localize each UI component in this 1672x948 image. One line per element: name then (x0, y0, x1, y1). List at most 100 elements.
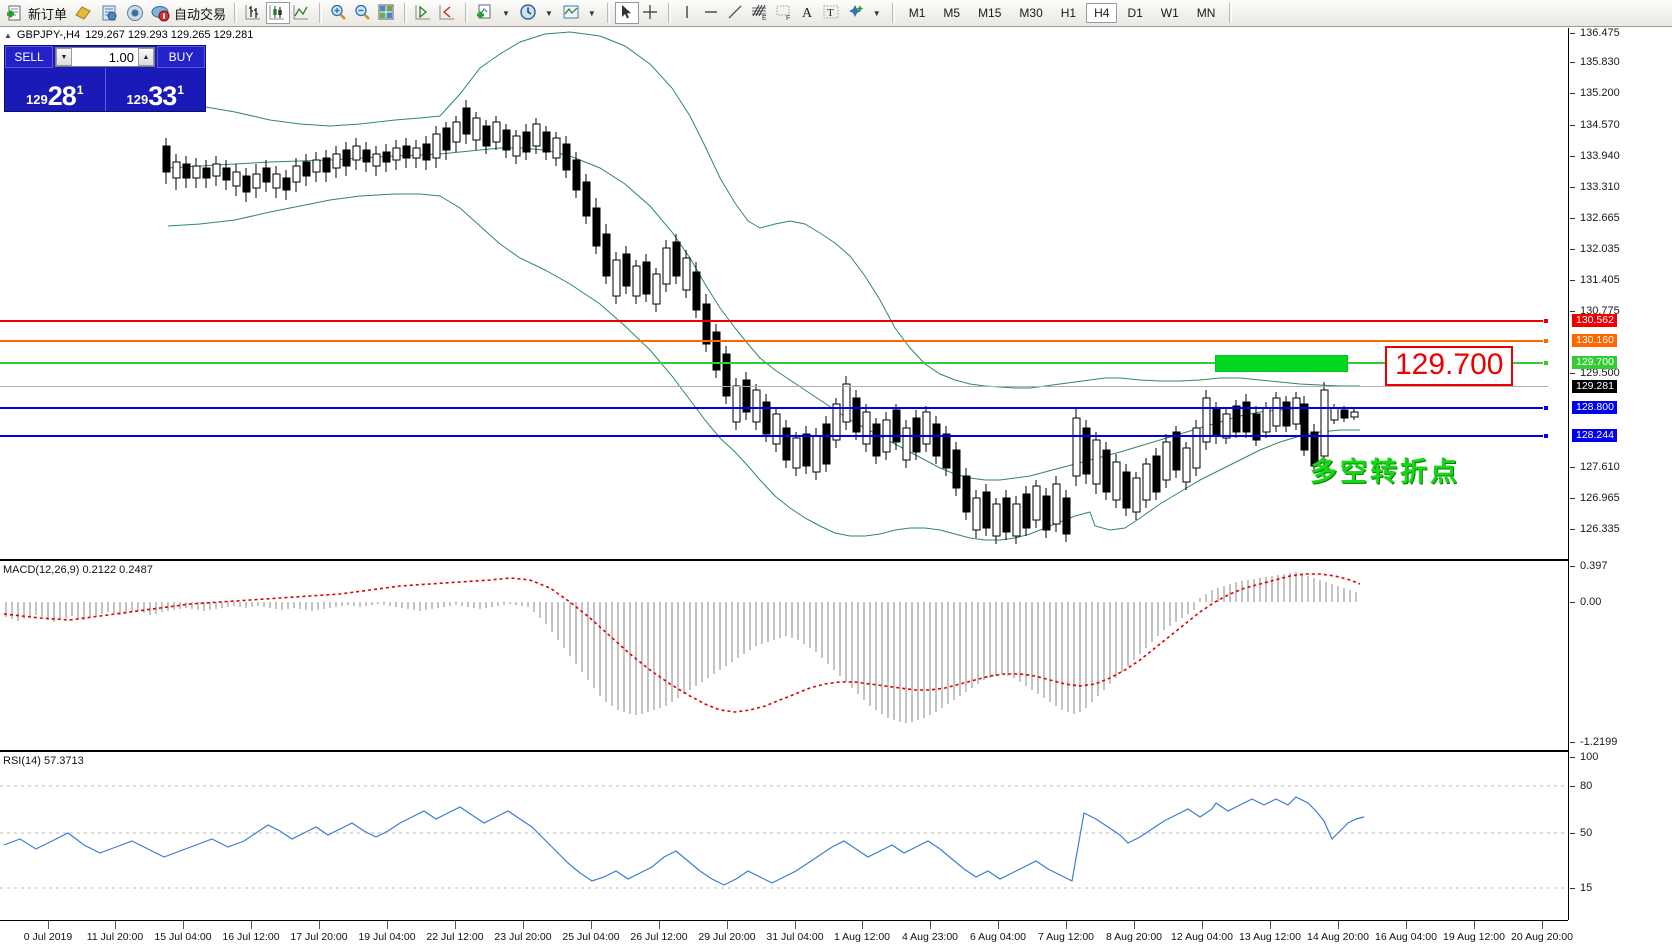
price-axis[interactable] (1568, 28, 1672, 920)
indicators-button[interactable]: ▼ (473, 1, 516, 25)
rsi-tick: 15 (1580, 882, 1593, 894)
data-window-button[interactable] (96, 1, 122, 25)
text-label-button[interactable]: T (820, 2, 844, 24)
price-tick: 131.405 (1580, 274, 1620, 286)
tile-windows-icon (377, 3, 397, 23)
time-tick: 22 Jul 12:00 (426, 931, 484, 943)
tile-windows-button[interactable] (375, 2, 399, 24)
toolbar-separator (891, 3, 895, 23)
price-tag-resistance-1[interactable]: 130.562 (1572, 314, 1617, 327)
macd-tick: -1.2199 (1580, 736, 1618, 748)
price-tag-support-1[interactable]: 128.800 (1572, 401, 1617, 414)
ohlc-values: 129.267 129.293 129.265 129.281 (85, 29, 254, 41)
periods-button[interactable]: ▼ (516, 1, 559, 25)
candlestick-chart-button[interactable] (266, 2, 291, 24)
volume-decrease-icon[interactable]: ▼ (56, 48, 72, 66)
crosshair-button[interactable] (639, 2, 663, 24)
text-icon: A (798, 3, 818, 23)
chart-annotation-text[interactable]: 多空转折点 (1310, 457, 1460, 488)
price-tick: 129.500 (1580, 367, 1620, 379)
time-tick: 1 Aug 12:00 (833, 931, 891, 943)
toolbar-separator (319, 3, 323, 23)
chevron-down-icon[interactable]: ▼ (544, 8, 553, 18)
rsi-pane[interactable]: RSI(14) 57.3713 (0, 753, 1568, 920)
timeframe-w1[interactable]: W1 (1160, 6, 1179, 20)
price-tick: 127.610 (1580, 461, 1620, 473)
sell-price[interactable]: 129 28 1 (5, 68, 105, 111)
line-handle[interactable] (1543, 318, 1549, 324)
sell-price-sup: 1 (76, 83, 84, 97)
zoom-in-button[interactable] (327, 2, 351, 24)
collapse-triangle-icon[interactable]: ▲ (4, 30, 12, 40)
timeframe-m30[interactable]: M30 (1019, 6, 1043, 20)
price-tick: 132.665 (1580, 212, 1620, 224)
time-tick: 29 Jul 20:00 (698, 931, 756, 943)
price-tag-target[interactable]: 129.700 (1572, 356, 1617, 369)
toolbar-separator (1229, 3, 1233, 23)
svg-text:E: E (762, 15, 767, 21)
volume-input[interactable]: 1.00 (72, 48, 138, 66)
line-handle[interactable] (1543, 360, 1549, 366)
zoom-out-button[interactable] (351, 2, 375, 24)
time-tick: 11 Jul 20:00 (86, 931, 144, 943)
fibonacci-button[interactable]: E (748, 2, 772, 24)
time-tick: 17 Jul 20:00 (290, 931, 348, 943)
shift-end-button[interactable] (412, 2, 436, 24)
price-tick: 126.965 (1580, 492, 1620, 504)
chevron-down-icon[interactable]: ▼ (502, 8, 510, 18)
cursor-button[interactable] (614, 2, 639, 24)
price-chart-pane[interactable]: 129.700 多空转折点 (0, 28, 1568, 559)
line-chart-button[interactable] (290, 2, 314, 24)
trade-panel-header: SELL ▼ 1.00 ▲ BUY (5, 46, 205, 68)
price-tick: 126.335 (1580, 523, 1620, 535)
timeframe-h1[interactable]: H1 (1060, 6, 1077, 20)
buy-price[interactable]: 129 33 1 (104, 68, 206, 111)
price-callout-label[interactable]: 129.700 (1385, 346, 1514, 386)
toolbar-separator (667, 3, 671, 23)
pane-divider-rsi[interactable] (0, 750, 1568, 752)
new-order-label: 新订单 (28, 6, 68, 22)
sell-button[interactable]: SELL (5, 46, 53, 68)
line-handle[interactable] (1543, 405, 1549, 411)
navigator-button[interactable] (122, 1, 148, 25)
channel-button[interactable]: F (772, 2, 796, 24)
autoscroll-button[interactable] (436, 2, 460, 24)
autotrading-button[interactable]: 自动交易 (148, 1, 229, 25)
timeframe-m5[interactable]: M5 (943, 6, 961, 20)
price-chart-svg (162, 31, 1360, 544)
new-order-button[interactable]: 新订单 (2, 1, 70, 25)
time-tick: 26 Jul 12:00 (630, 931, 688, 943)
time-axis[interactable]: 0 Jul 2019 11 Jul 20:00 15 Jul 04:00 16 … (0, 921, 1573, 948)
line-handle[interactable] (1543, 433, 1549, 439)
chevron-down-icon[interactable]: ▼ (587, 8, 596, 18)
timeframe-m15[interactable]: M15 (978, 6, 1002, 20)
vertical-line-button[interactable] (676, 2, 700, 24)
bar-chart-icon (244, 3, 264, 23)
templates-button[interactable]: ▼ (559, 1, 602, 25)
expert-advisor-button[interactable] (70, 1, 96, 25)
shapes-button[interactable]: ▼ (844, 1, 887, 25)
timeframe-h4[interactable]: H4 (1086, 3, 1118, 23)
line-handle[interactable] (1543, 338, 1549, 344)
chevron-down-icon[interactable]: ▼ (872, 8, 881, 18)
text-button[interactable]: A (796, 2, 820, 24)
channel-icon: F (774, 3, 794, 23)
bar-chart-button[interactable] (242, 2, 266, 24)
pane-divider-macd[interactable] (0, 559, 1568, 561)
buy-button[interactable]: BUY (157, 46, 205, 68)
price-tag-resistance-2[interactable]: 130.160 (1572, 334, 1617, 347)
volume-increase-icon[interactable]: ▲ (138, 48, 154, 66)
highlight-rectangle[interactable] (1215, 355, 1348, 372)
horizontal-line-button[interactable] (700, 2, 724, 24)
time-tick: 13 Aug 12:00 (1239, 931, 1301, 943)
macd-pane[interactable]: MACD(12,26,9) 0.2122 0.2487 (0, 562, 1568, 750)
price-tick: 136.475 (1580, 27, 1620, 39)
time-tick: 19 Jul 04:00 (358, 931, 416, 943)
price-tag-support-2[interactable]: 128.244 (1572, 429, 1617, 442)
volume-stepper[interactable]: ▼ 1.00 ▲ (55, 47, 155, 67)
trendline-button[interactable] (724, 2, 748, 24)
timeframe-mn[interactable]: MN (1196, 6, 1216, 20)
timeframe-d1[interactable]: D1 (1127, 6, 1143, 20)
timeframe-m1[interactable]: M1 (908, 6, 926, 20)
line-chart-icon (292, 3, 312, 23)
